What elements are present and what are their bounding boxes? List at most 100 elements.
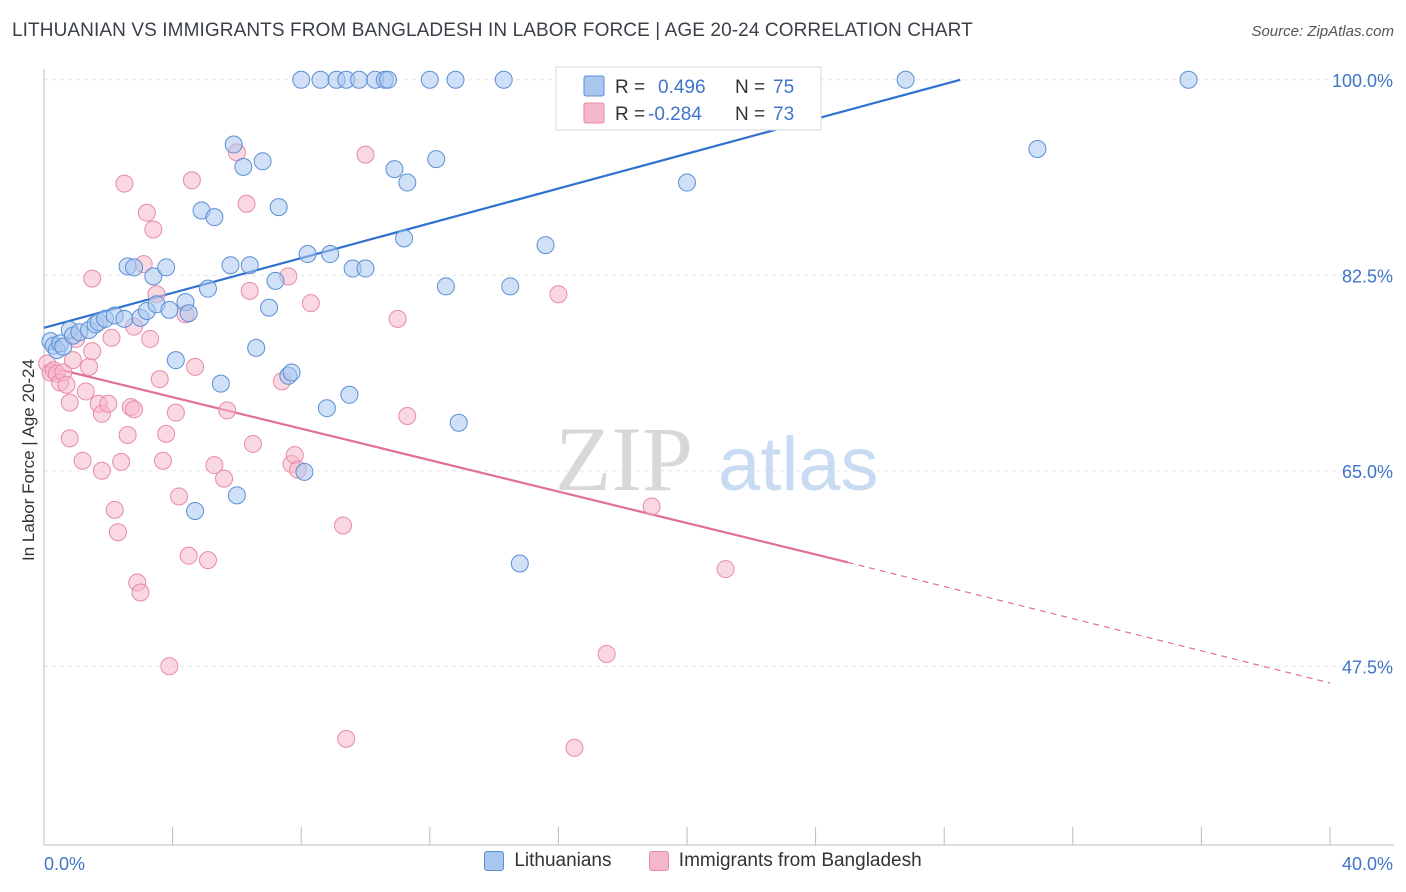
point-lithuanian: [350, 70, 369, 89]
point-bangladesh: [642, 497, 661, 516]
point-lithuanian: [510, 554, 529, 573]
point-lithuanian: [125, 258, 144, 277]
point-bangladesh: [240, 281, 259, 300]
legend-r-value-1: 0.496: [658, 77, 706, 98]
point-lithuanian: [266, 271, 285, 290]
point-lithuanian: [221, 256, 240, 275]
point-bangladesh: [166, 403, 185, 422]
point-bangladesh: [337, 729, 356, 748]
point-bangladesh: [170, 487, 189, 506]
point-lithuanian: [282, 363, 301, 382]
y-tick-label: 82.5%: [1342, 266, 1393, 286]
point-lithuanian: [205, 208, 224, 227]
point-lithuanian: [198, 279, 217, 298]
point-lithuanian: [240, 256, 259, 275]
point-bangladesh: [83, 269, 102, 288]
legend-item-bangladesh: Immigrants from Bangladesh: [648, 850, 922, 872]
point-lithuanian: [292, 70, 311, 89]
point-bangladesh: [398, 407, 417, 426]
y-tick-label: 65.0%: [1342, 462, 1393, 482]
point-bangladesh: [105, 500, 124, 519]
point-lithuanian: [395, 229, 414, 248]
point-lithuanian: [157, 258, 176, 277]
point-lithuanian: [501, 277, 520, 296]
point-bangladesh: [182, 171, 201, 190]
point-bangladesh: [115, 174, 134, 193]
data-points: [38, 70, 1198, 757]
point-bangladesh: [356, 145, 375, 164]
point-bangladesh: [333, 516, 352, 535]
point-bangladesh: [73, 451, 92, 470]
point-bangladesh: [144, 220, 163, 239]
trend-line-0: [43, 78, 961, 329]
point-lithuanian: [260, 298, 279, 317]
legend-swatch-lithuanians: [583, 75, 605, 97]
point-bangladesh: [549, 285, 568, 304]
legend-item-lithuanians: Lithuanians: [484, 850, 612, 872]
point-bangladesh: [80, 357, 99, 376]
point-lithuanian: [234, 157, 253, 176]
point-lithuanian: [160, 300, 179, 319]
point-lithuanian: [166, 351, 185, 370]
point-bangladesh: [63, 351, 82, 370]
chart-title: LITHUANIAN VS IMMIGRANTS FROM BANGLADESH…: [12, 20, 973, 41]
legend-r-label-1: R =: [615, 77, 645, 98]
point-bangladesh: [112, 452, 131, 471]
y-tick-label: 100.0%: [1332, 71, 1393, 91]
point-lithuanian: [115, 309, 134, 328]
point-bangladesh: [716, 560, 735, 579]
point-bangladesh: [118, 426, 137, 445]
point-bangladesh: [57, 375, 76, 394]
point-lithuanian: [896, 70, 915, 89]
point-lithuanian: [224, 135, 243, 154]
series-legend: Lithuanians Immigrants from Bangladesh: [0, 850, 1406, 877]
point-lithuanian: [494, 70, 513, 89]
point-bangladesh: [243, 434, 262, 453]
point-lithuanian: [449, 413, 468, 432]
x-tick-label-start: 0.0%: [44, 854, 85, 874]
trend-line-1: [43, 364, 849, 564]
point-bangladesh: [125, 400, 144, 419]
point-bangladesh: [597, 644, 616, 663]
trend-line-extension-1: [847, 561, 1331, 684]
point-bangladesh: [60, 393, 79, 412]
point-lithuanian: [427, 150, 446, 169]
point-bangladesh: [137, 203, 156, 222]
point-lithuanian: [298, 245, 317, 264]
watermark-atlas: atlas: [718, 422, 879, 507]
legend-r-label-2: R =: [615, 104, 645, 125]
stats-legend: R = 0.496 N = 75 R = -0.284 N = 73: [555, 66, 822, 131]
point-lithuanian: [186, 501, 205, 520]
point-lithuanian: [1028, 140, 1047, 159]
source-label: Source: ZipAtlas.com: [1251, 23, 1394, 40]
point-lithuanian: [321, 245, 340, 264]
point-bangladesh: [186, 357, 205, 376]
point-lithuanian: [420, 70, 439, 89]
point-lithuanian: [536, 236, 555, 255]
legend-n-label-1: N =: [735, 77, 765, 98]
point-lithuanian: [247, 338, 266, 357]
point-bangladesh: [131, 583, 150, 602]
point-bangladesh: [198, 551, 217, 570]
point-bangladesh: [565, 738, 584, 757]
point-bangladesh: [60, 429, 79, 448]
point-bangladesh: [205, 456, 224, 475]
point-bangladesh: [388, 309, 407, 328]
point-bangladesh: [179, 546, 198, 565]
point-bangladesh: [92, 461, 111, 480]
point-lithuanian: [385, 160, 404, 179]
point-lithuanian: [436, 277, 455, 296]
legend-label-bangladesh: Immigrants from Bangladesh: [678, 850, 922, 871]
y-tick-labels: 47.5% 65.0% 82.5% 100.0%: [1332, 71, 1393, 678]
watermark-zip: ZIP: [555, 408, 693, 510]
point-lithuanian: [311, 70, 330, 89]
watermark: ZIP atlas: [555, 408, 879, 510]
point-bangladesh: [218, 401, 237, 420]
legend-n-value-2: 73: [773, 104, 794, 125]
x-tick-labels: 0.0% 40.0%: [44, 854, 1393, 874]
point-lithuanian: [295, 462, 314, 481]
point-bangladesh: [215, 469, 234, 488]
point-lithuanian: [144, 267, 163, 286]
point-bangladesh: [150, 370, 169, 389]
